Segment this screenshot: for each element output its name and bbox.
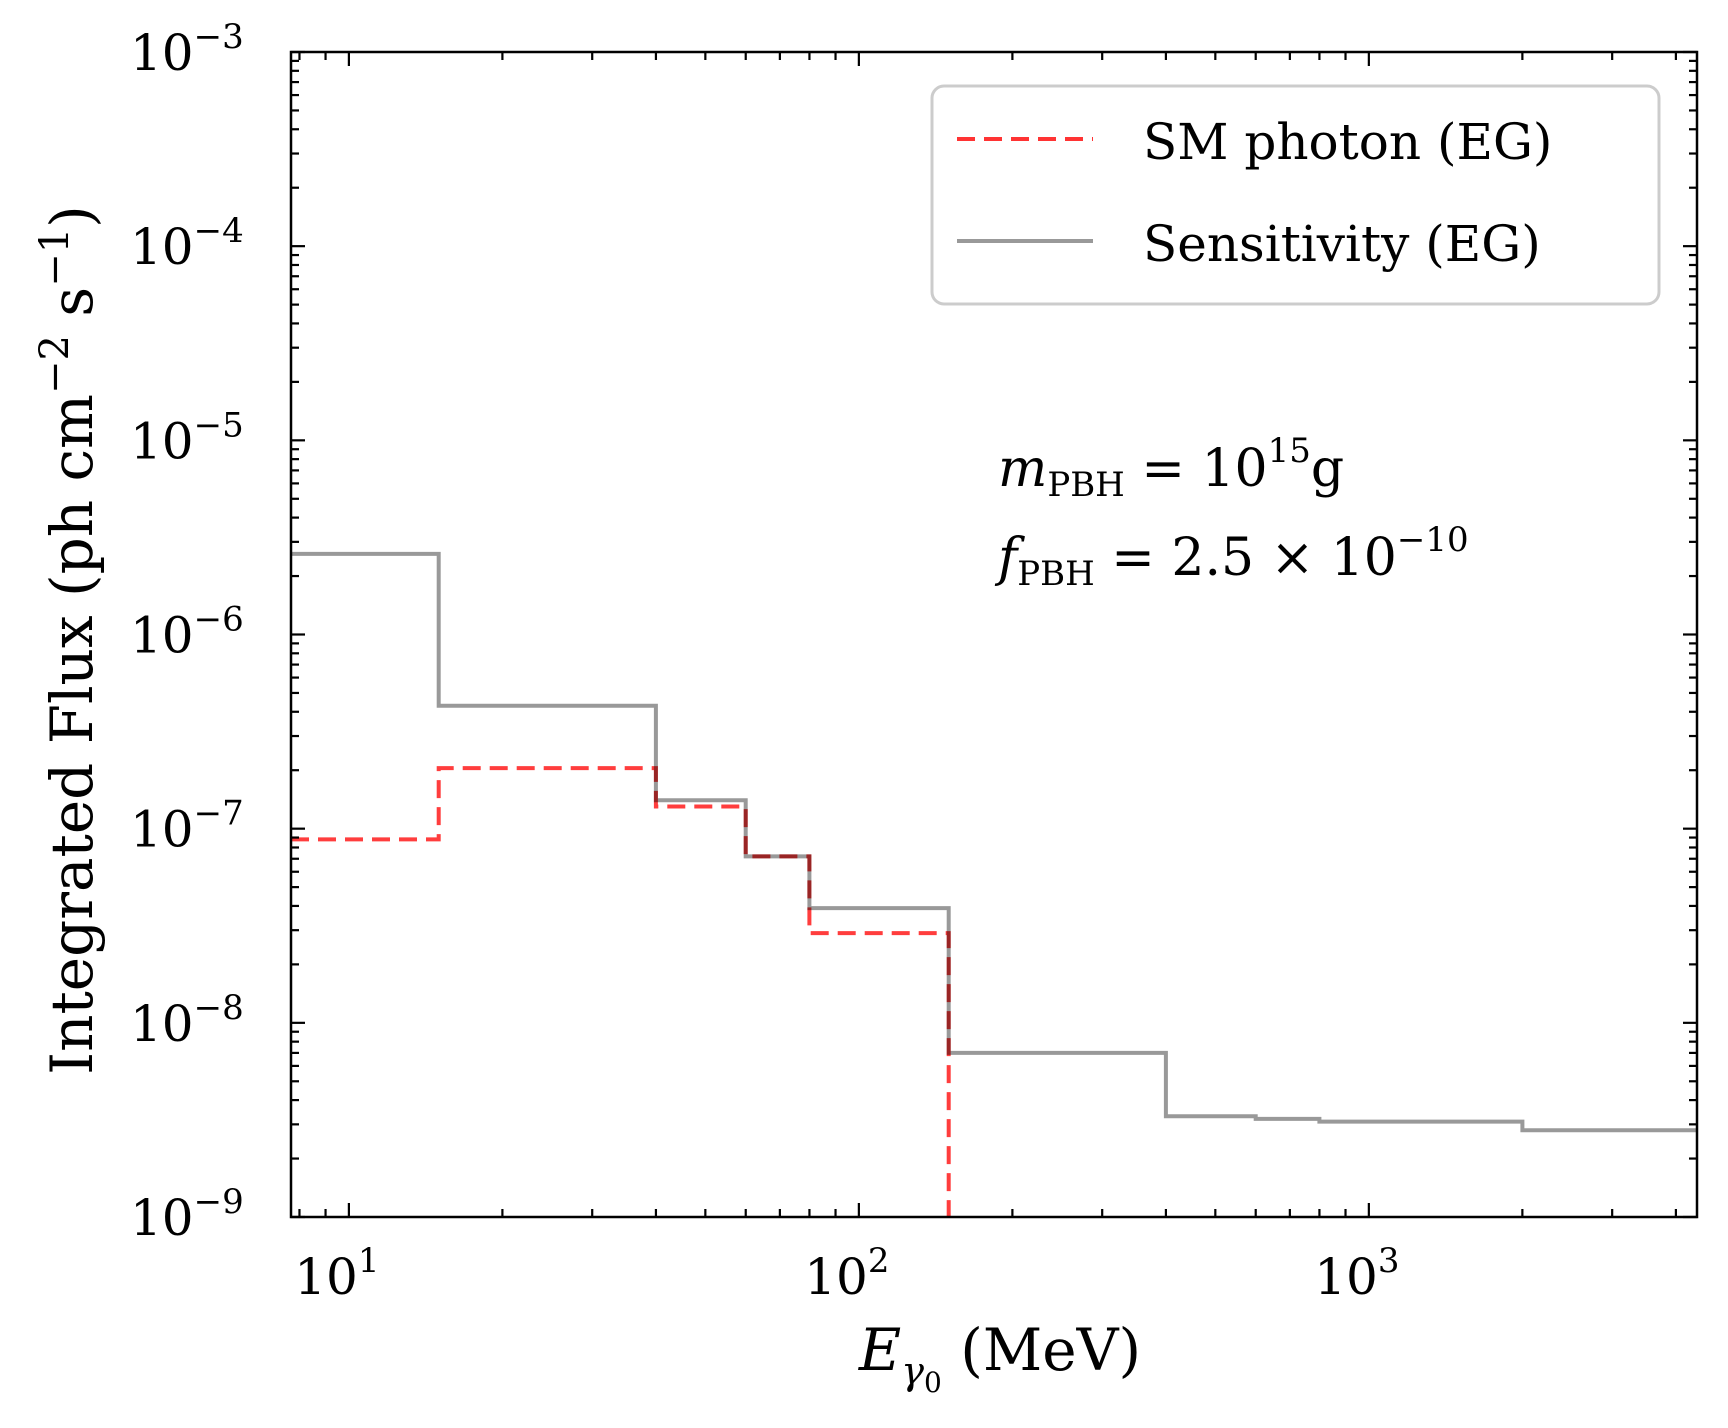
y-axis-label: Integrated Flux (ph cm−2 s−1) xyxy=(32,205,106,1075)
y-tick-label: 10−9 xyxy=(130,1182,244,1247)
series-layer xyxy=(291,551,1697,1217)
series-line-sm-photon xyxy=(291,766,951,1217)
ticks-layer xyxy=(291,50,1697,1219)
series-line-sensitivity xyxy=(291,551,1697,1133)
y-tick-label: 10−6 xyxy=(130,600,244,665)
y-tick-label: 10−7 xyxy=(130,794,244,859)
plot-frame xyxy=(289,50,1699,1219)
legend-label-sm-photon: SM photon (EG) xyxy=(1143,113,1552,171)
x-axis-label: Eγ0 (MeV) xyxy=(858,1316,1141,1399)
annotation-mass: mPBH = 1015g xyxy=(998,431,1344,505)
y-tick-label: 10−4 xyxy=(130,211,244,276)
y-tick-label: 10−5 xyxy=(130,405,244,470)
y-tick-label: 10−3 xyxy=(130,17,244,82)
x-tick-label: 101 xyxy=(294,1241,379,1306)
legend-box xyxy=(930,84,1661,306)
x-tick-label: 103 xyxy=(1314,1241,1399,1306)
legend-label-sensitivity: Sensitivity (EG) xyxy=(1143,215,1541,273)
x-tick-label: 102 xyxy=(804,1241,889,1306)
y-tick-labels: 10−3 10−4 10−5 10−6 10−7 10−8 10−9 xyxy=(130,17,244,1247)
y-tick-label: 10−8 xyxy=(130,988,244,1053)
annotation-fraction: fPBH = 2.5 × 10−10 xyxy=(994,520,1469,594)
legend: SM photon (EG) Sensitivity (EG) xyxy=(930,84,1661,306)
x-tick-labels: 101 102 103 xyxy=(294,1241,1399,1306)
